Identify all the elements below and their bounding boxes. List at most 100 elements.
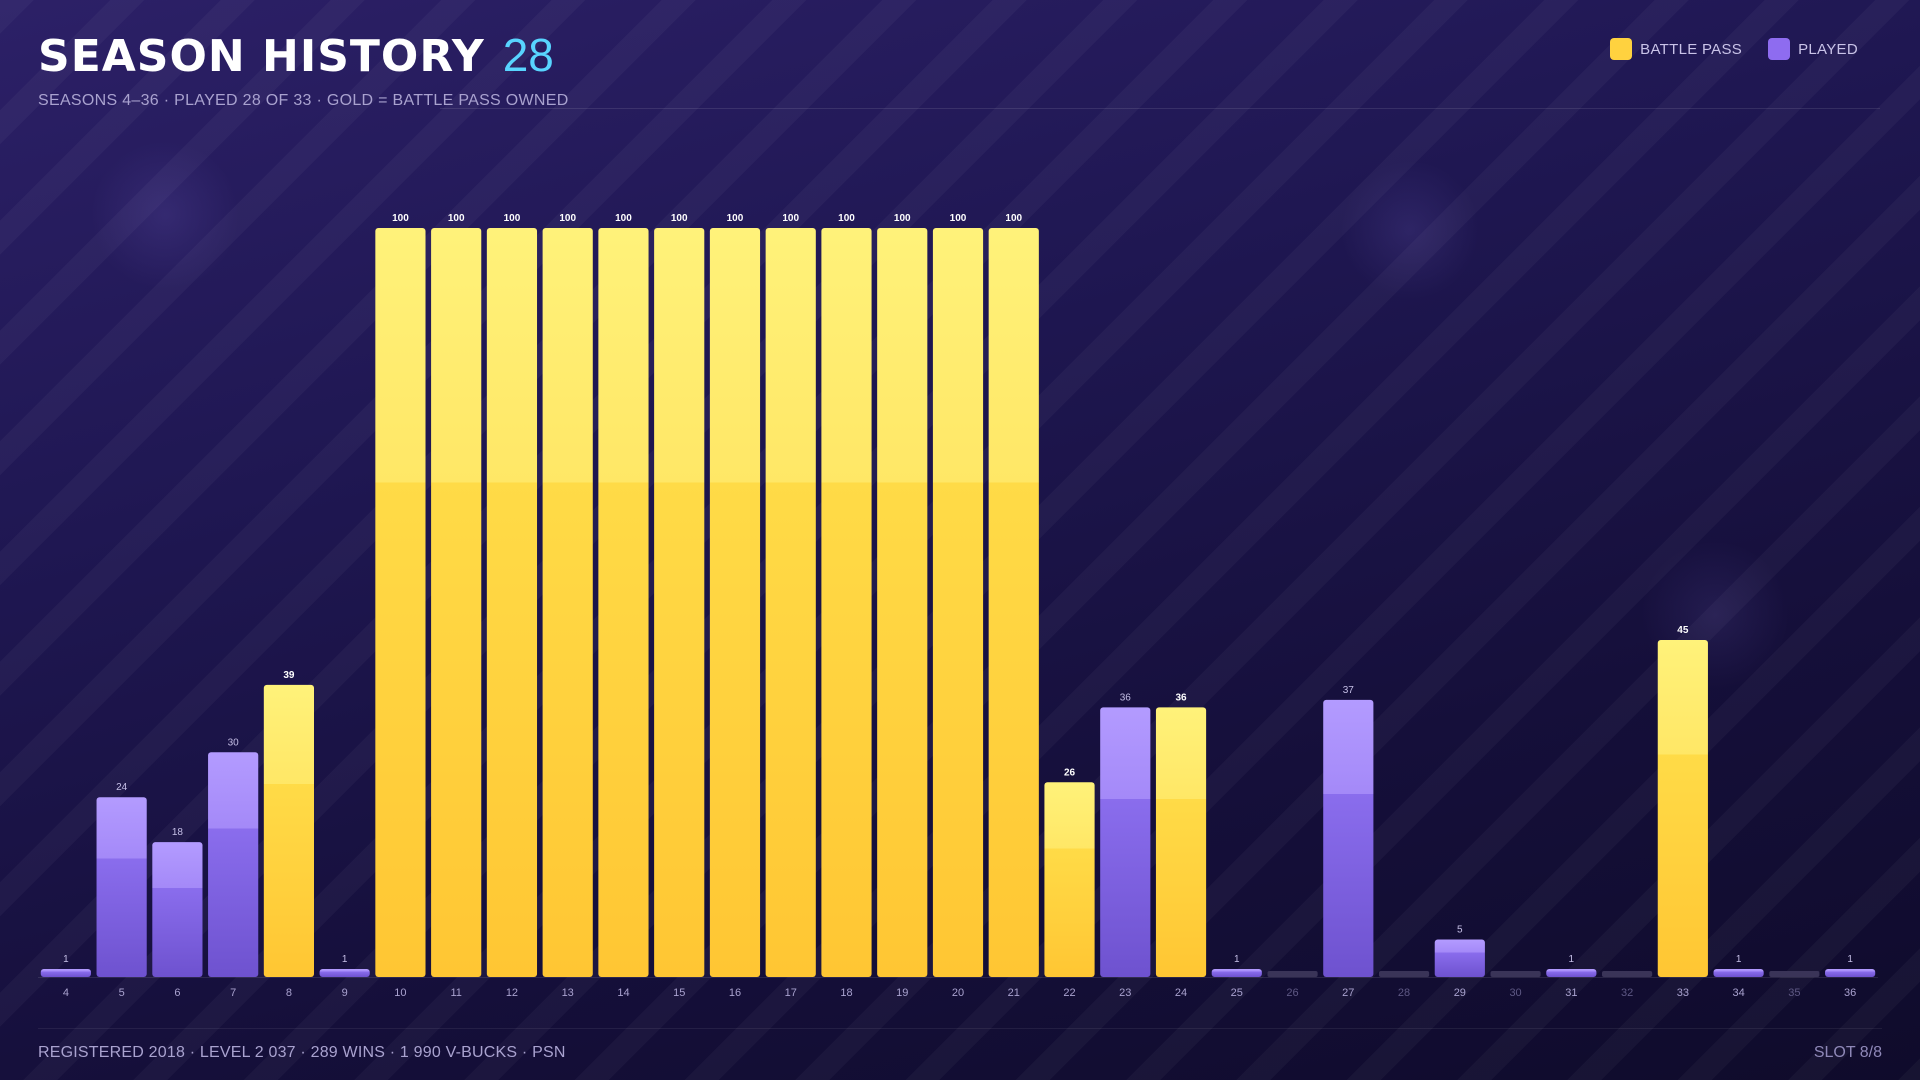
tick-label-season-15: 15: [673, 987, 685, 999]
tick-label-season-27: 27: [1342, 987, 1354, 999]
page-subtitle: SEASONS 4–36 · PLAYED 28 OF 33 · GOLD = …: [38, 92, 569, 109]
bar-season-19: [877, 228, 928, 977]
value-label-season-19: 100: [894, 213, 911, 224]
legend-swatch-battle-pass: [1610, 38, 1633, 60]
value-label-season-11: 100: [448, 213, 465, 224]
bar-season-29: [1434, 939, 1485, 977]
value-label-season-9: 1: [342, 954, 348, 965]
bar-season-4: [40, 969, 91, 977]
bar-season-9: [319, 969, 370, 977]
bar-empty-season-30: [1490, 971, 1541, 977]
bar-season-25: [1211, 969, 1262, 977]
bar-season-23: [1100, 707, 1151, 977]
bar-season-17: [765, 228, 816, 977]
tick-label-season-12: 12: [506, 987, 518, 999]
bar-season-6: [152, 842, 203, 977]
bars-layer: 1424518630739819100101001110012100131001…: [38, 213, 1878, 999]
tick-label-season-34: 34: [1732, 987, 1744, 999]
tick-label-season-33: 33: [1677, 987, 1689, 999]
bar-season-36: [1825, 969, 1876, 977]
bar-season-34: [1713, 969, 1764, 977]
played-count: 28: [502, 29, 554, 81]
value-label-season-12: 100: [504, 213, 521, 224]
value-label-season-6: 18: [172, 827, 184, 838]
bar-season-24: [1155, 707, 1207, 977]
value-label-season-36: 1: [1847, 954, 1853, 965]
bar-season-20: [932, 228, 984, 977]
bar-season-22: [1044, 782, 1095, 977]
bar-season-10: [375, 228, 426, 977]
profile-summary: REGISTERED 2018 · LEVEL 2 037 · 289 WINS…: [38, 1044, 566, 1061]
value-label-season-14: 100: [615, 213, 632, 224]
tick-label-season-25: 25: [1231, 987, 1243, 999]
tick-label-season-4: 4: [63, 987, 69, 999]
bar-season-18: [821, 228, 872, 977]
value-label-season-4: 1: [63, 954, 69, 965]
value-label-season-8: 39: [283, 670, 295, 681]
legend-item-played: PLAYED: [1768, 38, 1858, 60]
chart-legend: BATTLE PASS PLAYED: [1610, 38, 1858, 60]
bar-empty-season-26: [1267, 971, 1318, 977]
bar-season-13: [542, 228, 593, 977]
value-label-season-31: 1: [1569, 954, 1575, 965]
tick-label-season-18: 18: [840, 987, 852, 999]
legend-label-battle-pass: BATTLE PASS: [1640, 40, 1743, 58]
tick-label-season-36: 36: [1844, 987, 1856, 999]
tick-label-season-19: 19: [896, 987, 908, 999]
value-label-season-29: 5: [1457, 925, 1463, 936]
tick-label-season-13: 13: [562, 987, 574, 999]
value-label-season-25: 1: [1234, 954, 1240, 965]
bar-empty-season-28: [1378, 971, 1430, 977]
bar-season-8: [263, 684, 314, 977]
page-header: SEASON HISTORY 28: [38, 28, 554, 82]
tick-label-season-30: 30: [1509, 987, 1521, 999]
value-label-season-34: 1: [1736, 954, 1742, 965]
legend-label-played: PLAYED: [1798, 40, 1858, 58]
value-label-season-16: 100: [727, 213, 744, 224]
tick-label-season-26: 26: [1286, 987, 1298, 999]
bar-season-14: [598, 228, 649, 977]
tick-label-season-17: 17: [785, 987, 797, 999]
tick-label-season-24: 24: [1175, 987, 1187, 999]
value-label-season-21: 100: [1005, 213, 1022, 224]
tick-label-season-35: 35: [1788, 987, 1800, 999]
tick-label-season-10: 10: [394, 987, 406, 999]
value-label-season-10: 100: [392, 213, 409, 224]
tick-label-season-28: 28: [1398, 987, 1410, 999]
value-label-season-7: 30: [228, 737, 240, 748]
tick-label-season-8: 8: [286, 987, 292, 999]
footer-divider: [38, 1028, 1882, 1029]
value-label-season-27: 37: [1343, 685, 1355, 696]
bar-season-27: [1323, 699, 1374, 977]
bar-season-7: [208, 752, 259, 977]
legend-item-battle-pass: BATTLE PASS: [1610, 38, 1742, 60]
tick-label-season-31: 31: [1565, 987, 1577, 999]
bar-season-21: [988, 228, 1039, 977]
header-divider: [440, 108, 1880, 109]
tick-label-season-21: 21: [1008, 987, 1020, 999]
slot-indicator: SLOT 8/8: [1813, 1044, 1882, 1061]
tick-label-season-20: 20: [952, 987, 964, 999]
bar-season-11: [431, 228, 482, 977]
value-label-season-17: 100: [782, 213, 799, 224]
tick-label-season-16: 16: [729, 987, 741, 999]
tick-label-season-7: 7: [230, 987, 236, 999]
tick-label-season-23: 23: [1119, 987, 1131, 999]
value-label-season-18: 100: [838, 213, 855, 224]
bar-season-31: [1546, 969, 1597, 977]
page-title: SEASON HISTORY: [38, 31, 485, 82]
tick-label-season-14: 14: [617, 987, 629, 999]
value-label-season-13: 100: [559, 213, 576, 224]
value-label-season-33: 45: [1677, 625, 1689, 636]
value-label-season-24: 36: [1175, 692, 1187, 703]
bar-season-5: [96, 797, 147, 977]
tick-label-season-29: 29: [1454, 987, 1466, 999]
bar-season-15: [654, 228, 705, 977]
tick-label-season-5: 5: [119, 987, 125, 999]
tick-label-season-9: 9: [342, 987, 348, 999]
value-label-season-23: 36: [1120, 692, 1132, 703]
tick-label-season-22: 22: [1063, 987, 1075, 999]
value-label-season-15: 100: [671, 213, 688, 224]
bar-empty-season-32: [1602, 971, 1653, 977]
tick-label-season-32: 32: [1621, 987, 1633, 999]
